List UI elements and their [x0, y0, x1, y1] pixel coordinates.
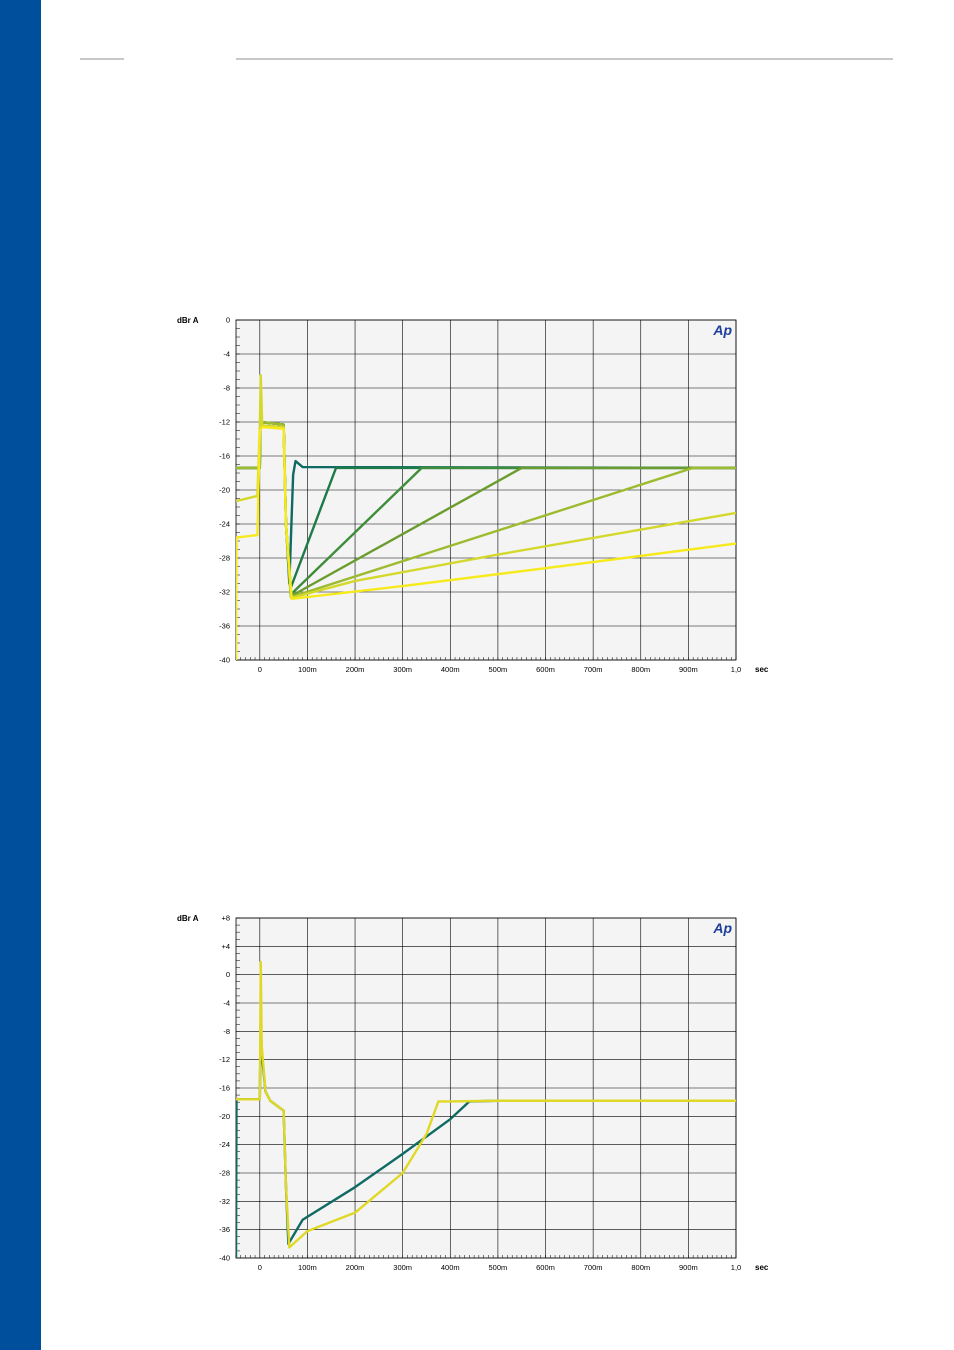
y-axis-unit: dBr A [177, 914, 199, 923]
y-tick-label: -24 [219, 1140, 230, 1149]
y-tick-label: -4 [223, 350, 230, 359]
x-tick-label: 100m [298, 665, 317, 674]
x-tick-label: 100m [298, 1263, 317, 1272]
header-rule-left [80, 58, 124, 60]
x-tick-label: 0 [258, 665, 262, 674]
x-tick-label: 300m [393, 665, 412, 674]
x-tick-label: 900m [679, 665, 698, 674]
y-tick-label: -12 [219, 1055, 230, 1064]
ap-logo: Ap [712, 322, 732, 338]
x-tick-label: 1,0 [731, 1263, 741, 1272]
x-tick-label: 400m [441, 1263, 460, 1272]
y-tick-label: -28 [219, 554, 230, 563]
x-tick-label: 800m [631, 665, 650, 674]
x-tick-label: 800m [631, 1263, 650, 1272]
y-tick-label: -28 [219, 1169, 230, 1178]
x-tick-label: 200m [346, 665, 365, 674]
chart-2: +8 +4 0 -4 -8 -12 -16 -20 -24 -28 -32 -36 -40 0 100m 20… [177, 914, 769, 1273]
x-tick-label: 900m [679, 1263, 698, 1272]
x-tick-label: 1,0 [731, 665, 741, 674]
chart-1: 0 -4 -8 -12 -16 -20 -24 -28 -32 -36 -40 0 100m 200m 30… [177, 316, 769, 675]
y-axis-unit: dBr A [177, 316, 199, 325]
y-tick-label: -12 [219, 418, 230, 427]
series-line-7 [236, 425, 736, 661]
side-bar [0, 0, 41, 1350]
x-tick-label: 200m [346, 1263, 365, 1272]
y-tick-label: -8 [223, 384, 230, 393]
x-tick-label: 0 [258, 1263, 262, 1272]
x-tick-label: 300m [393, 1263, 412, 1272]
y-tick-label: -4 [223, 999, 230, 1008]
y-tick-label: -24 [219, 520, 230, 529]
ap-logo: Ap [712, 920, 732, 936]
y-tick-label: -36 [219, 622, 230, 631]
y-tick-label: +4 [221, 942, 230, 951]
y-tick-label: -20 [219, 486, 230, 495]
x-tick-label: 500m [489, 1263, 508, 1272]
x-tick-label: 600m [536, 665, 555, 674]
x-tick-label: 700m [584, 665, 603, 674]
y-tick-label: -32 [219, 588, 230, 597]
y-tick-label: -8 [223, 1027, 230, 1036]
y-tick-label: -16 [219, 452, 230, 461]
y-tick-label: 0 [226, 316, 230, 325]
x-tick-label: 600m [536, 1263, 555, 1272]
y-tick-label: -36 [219, 1225, 230, 1234]
y-tick-label: -40 [219, 1254, 230, 1263]
y-tick-label: -40 [219, 656, 230, 665]
y-tick-label: 0 [226, 970, 230, 979]
y-tick-label: -16 [219, 1084, 230, 1093]
x-tick-label: 700m [584, 1263, 603, 1272]
y-tick-label: +8 [221, 914, 230, 923]
x-tick-label: 500m [489, 665, 508, 674]
series-line-2 [236, 960, 736, 1249]
x-tick-label: 400m [441, 665, 460, 674]
x-axis-unit: sec [755, 1263, 769, 1272]
header-rule-right [236, 58, 893, 60]
y-tick-label: -20 [219, 1112, 230, 1121]
x-axis-unit: sec [755, 665, 769, 674]
y-tick-label: -32 [219, 1197, 230, 1206]
